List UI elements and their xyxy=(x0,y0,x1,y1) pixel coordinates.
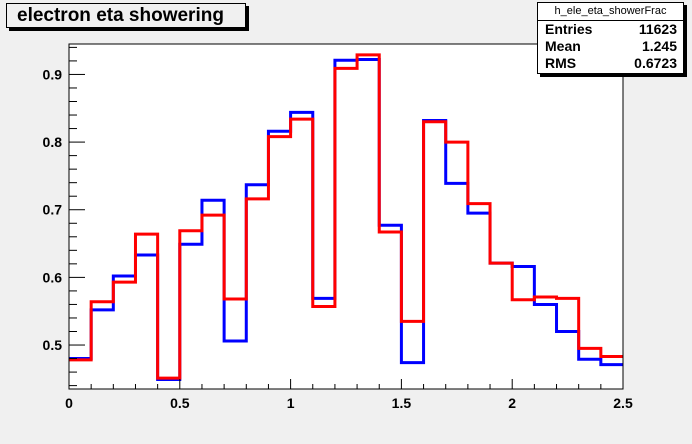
y-tick-label: 0.7 xyxy=(43,202,63,218)
y-tick-label: 0.6 xyxy=(43,269,63,285)
stats-histogram-name: h_ele_eta_showerFrac xyxy=(538,3,683,21)
stats-entries-value: 11623 xyxy=(638,21,677,37)
plot-border xyxy=(68,43,624,390)
x-tick-label: 2.5 xyxy=(613,395,633,411)
x-tick-label: 1 xyxy=(287,395,295,411)
chart-title: electron eta showering xyxy=(17,5,224,26)
chart-title-box: electron eta showering xyxy=(6,3,246,28)
stats-box: h_ele_eta_showerFrac Entries 11623 Mean … xyxy=(537,2,684,74)
series-layer xyxy=(69,53,623,382)
plot-frame xyxy=(68,43,624,390)
x-tick-label: 0 xyxy=(65,395,73,411)
stats-row-entries: Entries 11623 xyxy=(538,21,683,38)
stats-mean-label: Mean xyxy=(545,38,581,54)
stats-entries-label: Entries xyxy=(545,21,593,37)
histogram-series-2 xyxy=(69,53,623,380)
stats-row-mean: Mean 1.245 xyxy=(538,38,683,55)
frame-layer xyxy=(68,43,624,390)
y-tick-label: 0.9 xyxy=(43,66,63,82)
stats-rms-label: RMS xyxy=(545,55,577,71)
axis-layer: 0 0.5 1 1.5 2 2.5 0.5 0.6 0.7 0.8 0.9 xyxy=(43,43,633,411)
stats-row-rms: RMS 0.6723 xyxy=(538,55,683,72)
stats-mean-value: 1.245 xyxy=(641,38,677,54)
x-tick-label: 0.5 xyxy=(170,395,190,411)
y-tick-label: 0.5 xyxy=(43,337,63,353)
x-tick-label: 1.5 xyxy=(392,395,412,411)
stats-rms-value: 0.6723 xyxy=(634,55,677,71)
y-tick-label: 0.8 xyxy=(43,134,63,150)
x-tick-label: 2 xyxy=(508,395,516,411)
